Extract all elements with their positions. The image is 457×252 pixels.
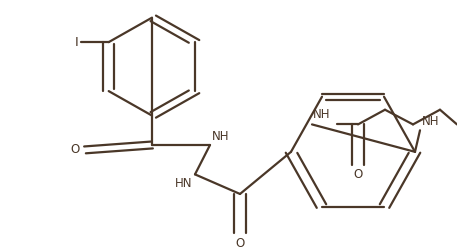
Text: NH: NH (422, 115, 440, 128)
Text: NH: NH (213, 130, 230, 143)
Text: HN: HN (175, 177, 193, 190)
Text: NH: NH (313, 108, 330, 121)
Text: I: I (74, 36, 79, 49)
Text: O: O (353, 168, 362, 181)
Text: O: O (235, 237, 244, 250)
Text: O: O (70, 143, 80, 156)
